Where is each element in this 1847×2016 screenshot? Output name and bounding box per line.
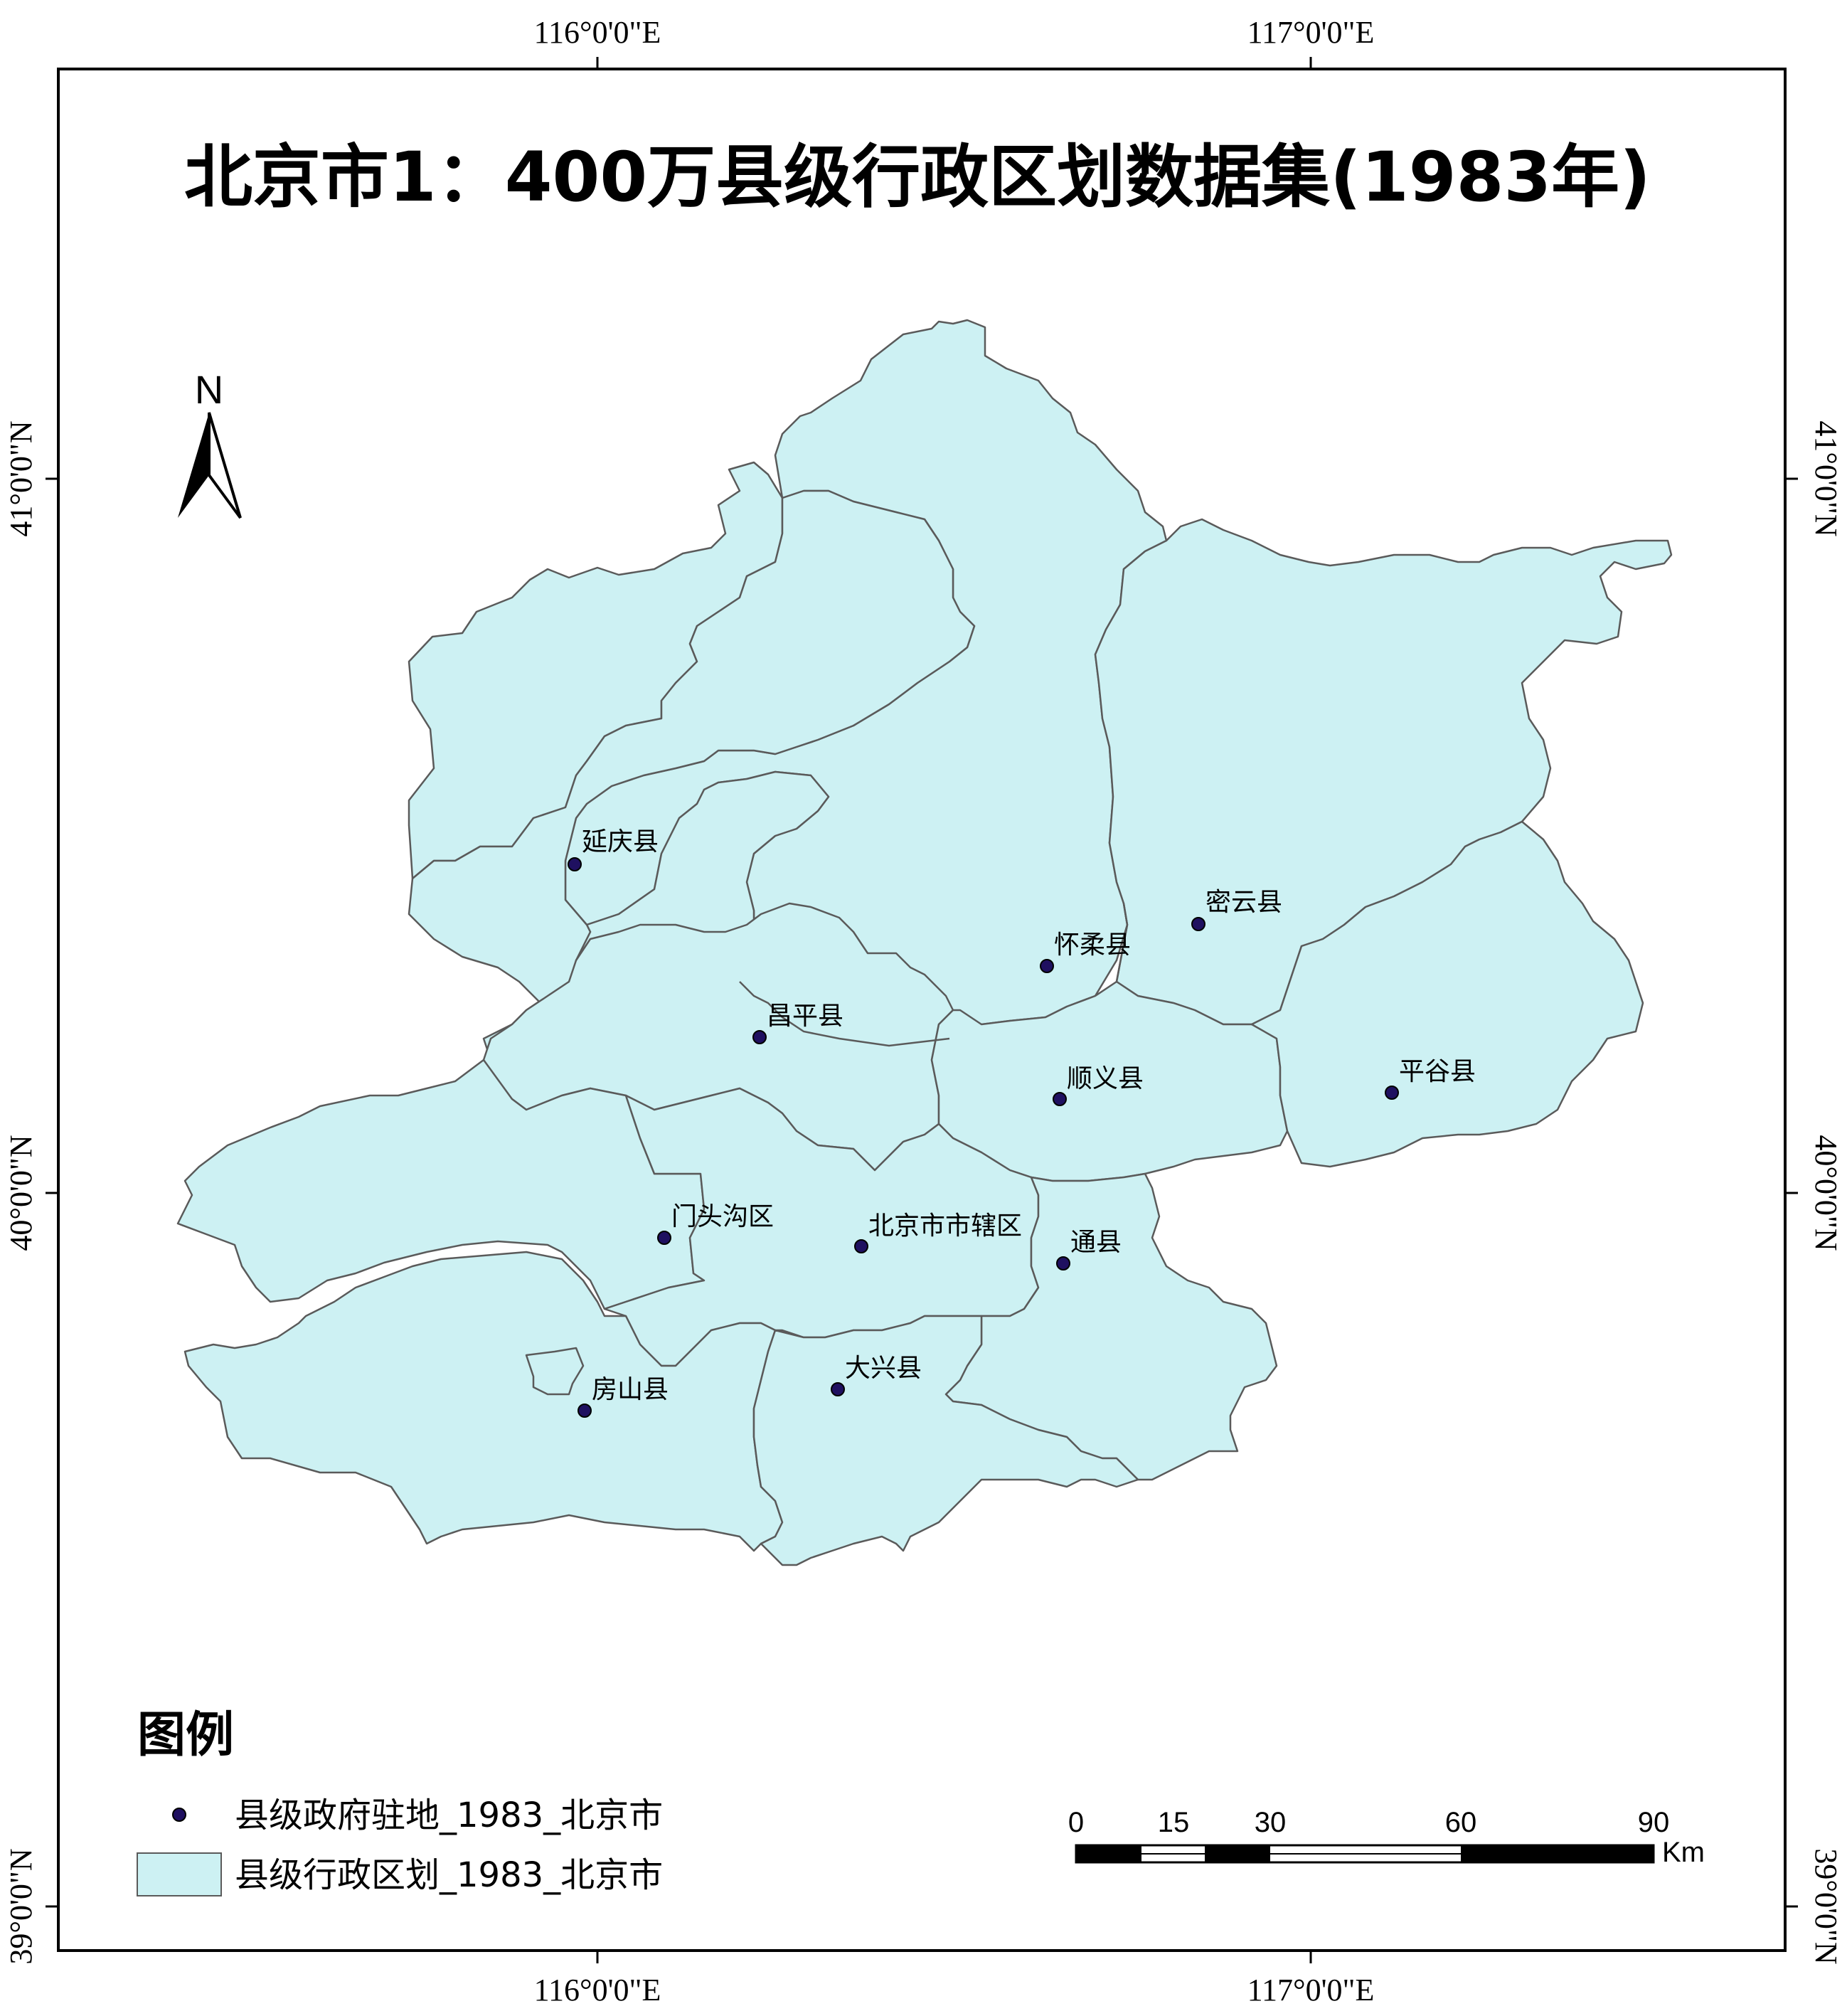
map-title: 北京市1：400万县级行政区划数据集(1983年) [184,137,1651,217]
region-tongxian [944,1172,1278,1481]
lat-label-left-41: 41°0'0"N [4,420,38,536]
graticule-ticks [46,57,1798,1963]
region-daxing [752,1315,1139,1566]
legend: 图例 县级政府驻地_1983_北京市 县级行政区划_1983_北京市 [137,1707,663,1896]
north-arrow: N [178,367,242,519]
seat-label-yanqing: 延庆县 [582,827,659,856]
region-pinggu [1250,820,1644,1168]
county-boundaries [739,903,1129,1047]
seat-point-changping [752,1030,767,1044]
legend-point-symbol [172,1808,186,1822]
seat-point-shixiaqu [854,1239,868,1253]
legend-item-polygons: 县级行政区划_1983_北京市 [235,1855,663,1895]
county-polygons [176,319,1673,1566]
scale-unit: Km [1662,1837,1705,1868]
lon-label-top-116: 116°0'0"E [534,15,661,50]
seat-label-mentougou: 门头沟区 [671,1202,774,1231]
seat-label-miyun: 密云县 [1205,888,1282,917]
lat-label-left-40: 40°0'0"N [4,1135,38,1251]
seat-point-tongxian [1056,1256,1070,1270]
scale-tick-60: 60 [1445,1807,1477,1838]
region-changping-main [408,489,976,1033]
seat-label-tongxian: 通县 [1070,1228,1122,1257]
scale-tick-0: 0 [1068,1807,1084,1838]
seat-label-fangshan: 房山县 [592,1375,669,1404]
scale-tick-90: 90 [1638,1807,1670,1838]
seat-point-huairou [1040,959,1054,973]
seat-label-changping: 昌平县 [767,1002,843,1031]
north-arrow-left-half [178,413,209,518]
lon-label-bottom-117: 117°0'0"E [1247,1973,1375,2007]
north-arrow-label: N [195,367,223,412]
lat-label-left-39: 39°0'0"N [4,1848,38,1964]
legend-item-points: 县级政府驻地_1983_北京市 [235,1795,663,1835]
lon-label-bottom-116: 116°0'0"E [534,1973,661,2007]
legend-polygon-symbol [137,1852,222,1896]
lon-label-top-117: 117°0'0"E [1247,15,1375,50]
north-arrow-right-half [208,412,242,519]
scale-tick-30: 30 [1255,1807,1287,1838]
lat-label-right-40: 40°0'0"N [1809,1135,1843,1251]
seat-label-huairou: 怀柔县 [1054,930,1131,960]
seat-point-shunyi [1053,1092,1067,1106]
seat-label-shunyi: 顺义县 [1067,1064,1144,1093]
seat-label-daxing: 大兴县 [845,1354,922,1383]
seat-point-miyun [1191,917,1205,931]
lat-label-right-41: 41°0'0"N [1809,420,1843,536]
seat-point-daxing [831,1382,845,1396]
seat-point-pinggu [1385,1086,1399,1100]
lat-label-right-39: 39°0'0"N [1809,1848,1843,1964]
scale-tick-15: 15 [1158,1807,1190,1838]
legend-title: 图例 [137,1707,234,1763]
seat-point-mentougou [657,1231,671,1245]
seat-label-pinggu: 平谷县 [1399,1057,1476,1086]
seat-point-fangshan [577,1404,592,1418]
scale-bar: 0 15 30 60 90 Km [1068,1807,1705,1868]
seat-point-yanqing [568,857,582,871]
seat-label-shixiaqu: 北京市市辖区 [868,1211,1022,1241]
county-seats: 延庆县 怀柔县 密云县 昌平县 顺义县 平谷县 门头沟区 北京市市辖区 通县 房… [568,827,1476,1418]
